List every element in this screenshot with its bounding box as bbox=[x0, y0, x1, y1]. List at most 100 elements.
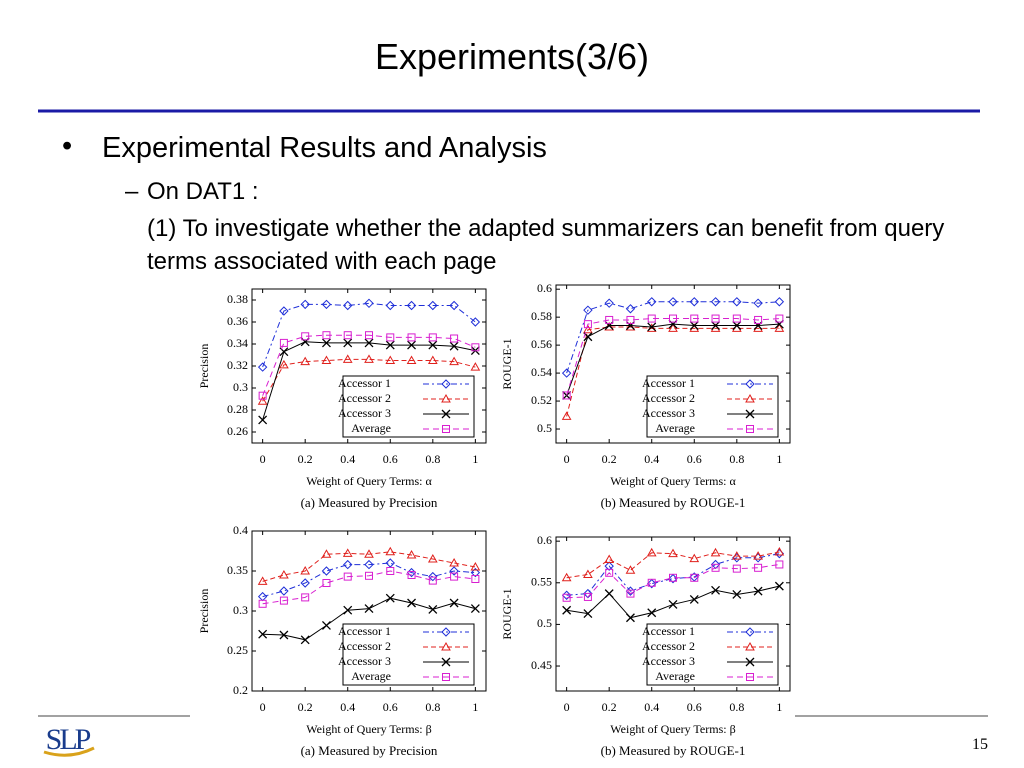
legend-label: Average bbox=[351, 669, 391, 683]
y-tick-label: 0.5 bbox=[537, 616, 552, 630]
marker bbox=[753, 321, 763, 331]
marker bbox=[774, 323, 785, 332]
legend-label: Accessor 1 bbox=[642, 624, 695, 638]
marker bbox=[583, 592, 592, 601]
series-line bbox=[262, 562, 476, 598]
marker bbox=[583, 320, 592, 329]
y-tick-label: 0.3 bbox=[233, 380, 248, 394]
marker bbox=[279, 630, 289, 640]
x-axis-label: Weight of Query Terms: α bbox=[610, 474, 736, 488]
x-tick-label: 0.6 bbox=[383, 700, 398, 714]
bullet-marker: • bbox=[62, 130, 73, 162]
slide-title: Experiments(3/6) bbox=[374, 36, 650, 77]
marker bbox=[449, 566, 459, 576]
marker bbox=[300, 578, 310, 588]
page-number: 15 bbox=[972, 736, 988, 753]
legend-label: Accessor 2 bbox=[642, 391, 695, 405]
y-axis-label: Precision bbox=[197, 589, 211, 634]
marker bbox=[605, 568, 614, 577]
marker bbox=[689, 594, 699, 604]
marker bbox=[441, 627, 451, 637]
series-line bbox=[566, 301, 780, 374]
marker bbox=[561, 572, 572, 582]
x-tick-label: 0.2 bbox=[602, 452, 617, 466]
y-tick-label: 0.36 bbox=[227, 314, 248, 328]
marker bbox=[279, 586, 289, 596]
marker bbox=[407, 340, 417, 350]
marker bbox=[690, 573, 699, 582]
marker bbox=[279, 569, 289, 579]
marker bbox=[428, 604, 438, 614]
x-tick-label: 0.6 bbox=[383, 452, 398, 466]
x-tick-label: 0 bbox=[564, 452, 570, 466]
x-tick-label: 0.2 bbox=[298, 452, 313, 466]
marker bbox=[732, 297, 742, 307]
marker bbox=[449, 598, 459, 608]
legend-label: Accessor 3 bbox=[642, 654, 695, 668]
marker bbox=[364, 338, 374, 348]
y-tick-label: 0.55 bbox=[531, 575, 552, 589]
series-line bbox=[566, 563, 780, 599]
marker bbox=[689, 553, 700, 563]
marker bbox=[407, 598, 417, 608]
marker bbox=[470, 362, 481, 371]
legend-label: Accessor 1 bbox=[338, 624, 391, 638]
marker bbox=[647, 297, 657, 307]
series-line bbox=[566, 318, 780, 396]
marker bbox=[604, 589, 614, 599]
series-line bbox=[262, 570, 476, 605]
marker bbox=[774, 546, 785, 556]
marker bbox=[343, 331, 352, 340]
legend-label: Accessor 1 bbox=[642, 376, 695, 390]
marker bbox=[343, 300, 353, 311]
legend-label: Average bbox=[655, 421, 695, 435]
marker bbox=[775, 314, 784, 323]
y-tick-label: 0.58 bbox=[531, 309, 552, 323]
marker bbox=[668, 599, 678, 609]
marker bbox=[386, 567, 395, 575]
marker bbox=[732, 314, 741, 323]
series-line bbox=[262, 551, 476, 582]
marker bbox=[605, 315, 614, 324]
legend-label: Average bbox=[351, 421, 391, 435]
marker bbox=[690, 314, 699, 323]
marker bbox=[646, 547, 657, 557]
marker bbox=[257, 576, 268, 585]
caption: (a) Measured by Precision bbox=[301, 743, 438, 758]
x-tick-label: 0 bbox=[260, 452, 266, 466]
marker bbox=[258, 599, 267, 608]
y-tick-label: 0.6 bbox=[537, 533, 552, 547]
marker bbox=[385, 355, 396, 364]
marker bbox=[300, 356, 311, 366]
x-axis-label: Weight of Query Terms: α bbox=[306, 474, 432, 488]
marker bbox=[279, 306, 289, 316]
marker bbox=[385, 546, 396, 556]
marker bbox=[745, 657, 755, 667]
marker bbox=[301, 332, 310, 341]
marker bbox=[668, 548, 678, 558]
marker bbox=[711, 321, 721, 331]
marker bbox=[364, 559, 374, 570]
marker bbox=[385, 300, 395, 311]
marker bbox=[626, 589, 635, 598]
marker bbox=[647, 578, 657, 589]
marker bbox=[386, 333, 395, 342]
logo-swoosh bbox=[43, 746, 95, 757]
caption: (a) Measured by Precision bbox=[301, 495, 438, 510]
series-line bbox=[262, 334, 476, 396]
y-tick-label: 0.4 bbox=[233, 523, 248, 537]
marker bbox=[471, 343, 480, 352]
marker bbox=[604, 298, 614, 308]
marker bbox=[385, 340, 395, 350]
x-tick-label: 1 bbox=[472, 452, 478, 466]
marker bbox=[321, 355, 332, 364]
plot-frame bbox=[555, 536, 791, 692]
marker bbox=[279, 338, 288, 347]
y-tick-label: 0.25 bbox=[227, 643, 248, 657]
caption: (b) Measured by ROUGE-1 bbox=[601, 495, 746, 510]
marker bbox=[321, 549, 332, 558]
y-axis-label: ROUGE-1 bbox=[500, 338, 514, 389]
marker bbox=[668, 573, 678, 584]
